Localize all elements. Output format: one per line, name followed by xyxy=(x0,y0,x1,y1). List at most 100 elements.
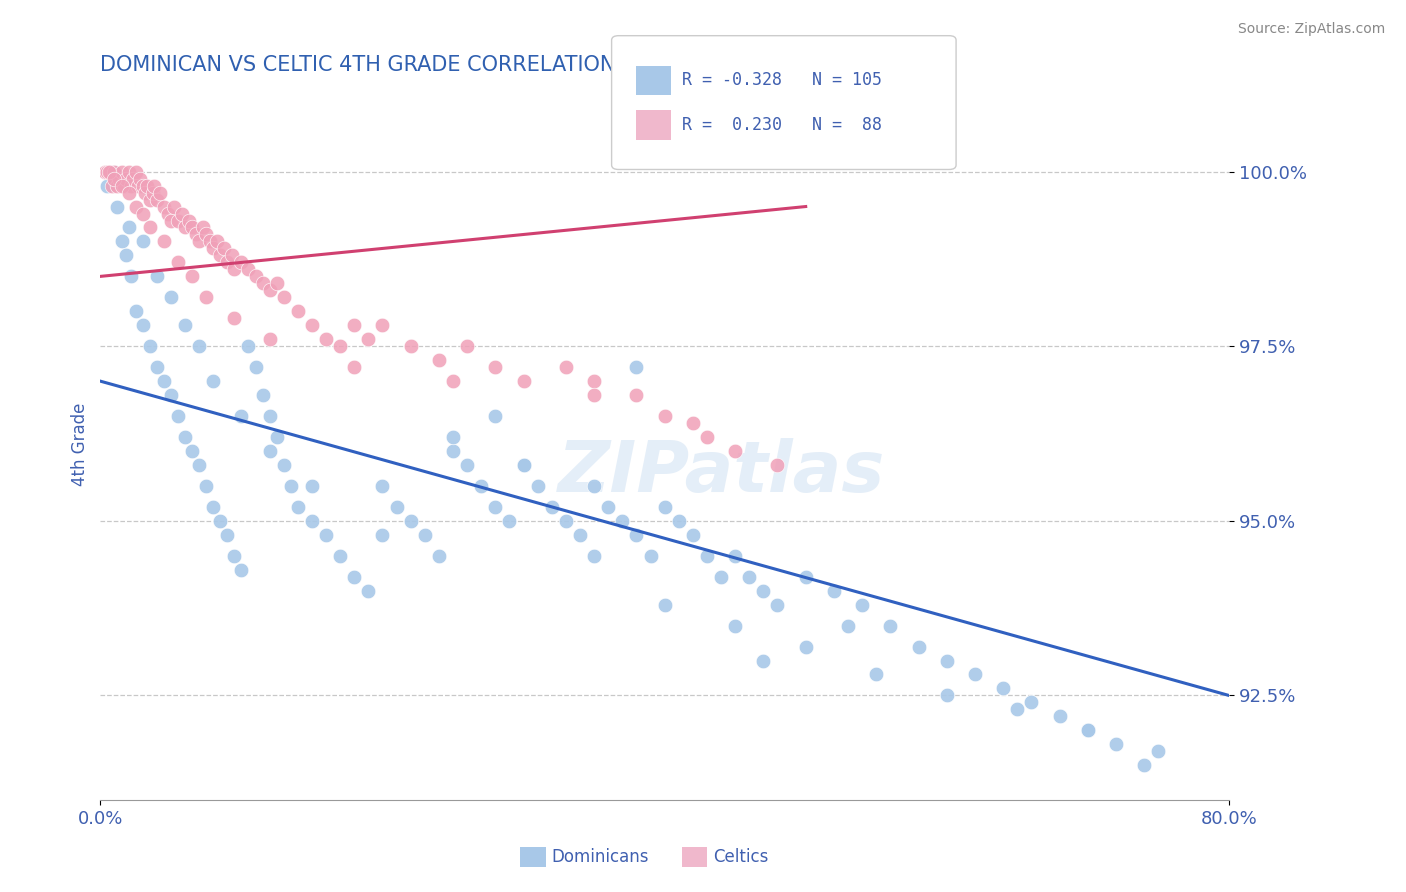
Point xyxy=(174,220,197,235)
Point xyxy=(202,374,225,388)
Point xyxy=(343,360,366,375)
Point xyxy=(710,570,733,584)
Point xyxy=(259,444,281,458)
Point xyxy=(583,479,606,493)
Point xyxy=(837,618,859,632)
Text: Source: ZipAtlas.com: Source: ZipAtlas.com xyxy=(1237,22,1385,37)
Point xyxy=(105,178,128,193)
Point xyxy=(512,374,534,388)
Point xyxy=(357,332,380,346)
Point xyxy=(103,164,125,178)
Point xyxy=(794,640,817,654)
Point xyxy=(738,570,761,584)
Point xyxy=(315,528,337,542)
Point xyxy=(138,220,160,235)
Point xyxy=(209,248,232,262)
Point xyxy=(696,549,718,563)
Y-axis label: 4th Grade: 4th Grade xyxy=(72,402,89,486)
Point xyxy=(114,248,136,262)
Point xyxy=(512,458,534,472)
Point xyxy=(121,171,143,186)
Point xyxy=(399,339,422,353)
Point xyxy=(181,444,204,458)
Text: R =  0.230   N =  88: R = 0.230 N = 88 xyxy=(682,116,882,134)
Point xyxy=(110,235,132,249)
Point xyxy=(141,186,163,200)
Point xyxy=(427,353,450,368)
Point xyxy=(96,178,118,193)
Point xyxy=(526,479,548,493)
Point xyxy=(794,570,817,584)
Point xyxy=(259,284,281,298)
Point xyxy=(512,458,534,472)
Point xyxy=(98,164,121,178)
Point xyxy=(160,388,183,402)
Point xyxy=(110,164,132,178)
Point xyxy=(224,262,246,277)
Point xyxy=(315,332,337,346)
Point xyxy=(399,514,422,528)
Point xyxy=(163,200,186,214)
Point xyxy=(654,409,676,423)
Point xyxy=(682,528,704,542)
Point xyxy=(124,164,146,178)
Point xyxy=(427,549,450,563)
Point xyxy=(266,277,288,291)
Text: ZIPatlas: ZIPatlas xyxy=(557,438,884,507)
Point xyxy=(146,269,169,284)
Point xyxy=(682,416,704,430)
Point xyxy=(540,500,562,514)
Point xyxy=(138,193,160,207)
Point xyxy=(371,528,394,542)
Point xyxy=(583,388,606,402)
Point xyxy=(100,178,122,193)
Point xyxy=(153,374,176,388)
Point xyxy=(179,213,201,227)
Point xyxy=(134,186,156,200)
Point xyxy=(484,500,506,514)
Point xyxy=(823,583,845,598)
Point xyxy=(1077,723,1099,738)
Point xyxy=(766,598,789,612)
Point xyxy=(174,318,197,333)
Point xyxy=(103,171,125,186)
Point xyxy=(181,269,204,284)
Point xyxy=(287,304,309,318)
Point xyxy=(612,514,634,528)
Text: Celtics: Celtics xyxy=(713,848,768,866)
Point xyxy=(287,500,309,514)
Point xyxy=(167,409,190,423)
Point xyxy=(124,200,146,214)
Point xyxy=(200,235,222,249)
Point xyxy=(120,178,142,193)
Point xyxy=(273,290,295,304)
Point xyxy=(851,598,873,612)
Point xyxy=(259,332,281,346)
Point xyxy=(131,318,153,333)
Point xyxy=(117,164,139,178)
Point xyxy=(259,409,281,423)
Text: DOMINICAN VS CELTIC 4TH GRADE CORRELATION CHART: DOMINICAN VS CELTIC 4TH GRADE CORRELATIO… xyxy=(100,55,693,75)
Point xyxy=(120,269,142,284)
Point xyxy=(153,200,176,214)
Point xyxy=(209,514,232,528)
Point xyxy=(202,242,225,256)
Point xyxy=(724,618,747,632)
Point xyxy=(626,388,648,402)
Point xyxy=(654,598,676,612)
Point xyxy=(138,339,160,353)
Point xyxy=(371,479,394,493)
Point xyxy=(117,220,139,235)
Point xyxy=(724,444,747,458)
Point xyxy=(752,654,775,668)
Point xyxy=(224,549,246,563)
Point xyxy=(470,479,492,493)
Point xyxy=(554,360,576,375)
Point xyxy=(963,667,986,681)
Point xyxy=(202,500,225,514)
Point xyxy=(128,171,150,186)
Point xyxy=(598,500,620,514)
Point xyxy=(157,206,180,220)
Point xyxy=(371,318,394,333)
Point xyxy=(569,528,592,542)
